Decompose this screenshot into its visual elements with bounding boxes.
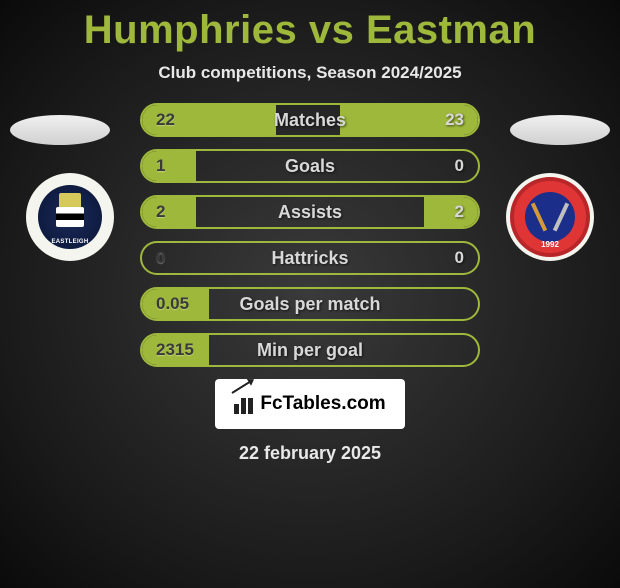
stat-value-right: 0	[455, 151, 464, 181]
stat-row: Min per goal2315	[140, 333, 480, 367]
stat-row: Goals1 0	[140, 149, 480, 183]
stat-value-left: 0.05	[156, 289, 189, 319]
subtitle: Club competitions, Season 2024/2025	[0, 63, 620, 83]
stat-label: Goals	[142, 151, 478, 181]
fctables-logo[interactable]: FcTables.com	[215, 379, 405, 429]
stat-value-left: 0	[156, 243, 165, 273]
stat-label: Goals per match	[142, 289, 478, 319]
stat-value-left: 22	[156, 105, 175, 135]
right-badge-year: 1992	[541, 240, 559, 249]
stat-label: Assists	[142, 197, 478, 227]
left-club-badge: EASTLEIGH	[26, 173, 114, 261]
stat-label: Hattricks	[142, 243, 478, 273]
stat-value-right: 2	[455, 197, 464, 227]
stat-value-left: 2	[156, 197, 165, 227]
stat-value-left: 1	[156, 151, 165, 181]
left-badge-text: EASTLEIGH	[51, 239, 88, 245]
stat-value-left: 2315	[156, 335, 194, 365]
page-title: Humphries vs Eastman	[0, 8, 620, 53]
stat-rows: Matches2223Goals10Assists22Hattricks00Go…	[140, 103, 480, 367]
left-flag-oval	[10, 115, 110, 145]
stat-row: Goals per match0.05	[140, 287, 480, 321]
stat-row: Hattricks0 0	[140, 241, 480, 275]
logo-text: FcTables.com	[260, 393, 385, 415]
stat-row: Matches22 23	[140, 103, 480, 137]
right-club-badge: 1992	[506, 173, 594, 261]
shield-icon: EASTLEIGH	[38, 185, 102, 249]
stat-row: Assists2 2	[140, 195, 480, 229]
bar-chart-arrow-icon	[234, 394, 254, 414]
comparison-panel: EASTLEIGH 1992 Matches2223Goals10Assists…	[0, 103, 620, 464]
snapshot-date: 22 february 2025	[0, 443, 620, 464]
crossed-tools-icon: 1992	[510, 177, 590, 257]
stat-value-right: 0	[455, 243, 464, 273]
stat-label: Matches	[142, 105, 478, 135]
right-flag-oval	[510, 115, 610, 145]
stat-value-right: 23	[445, 105, 464, 135]
